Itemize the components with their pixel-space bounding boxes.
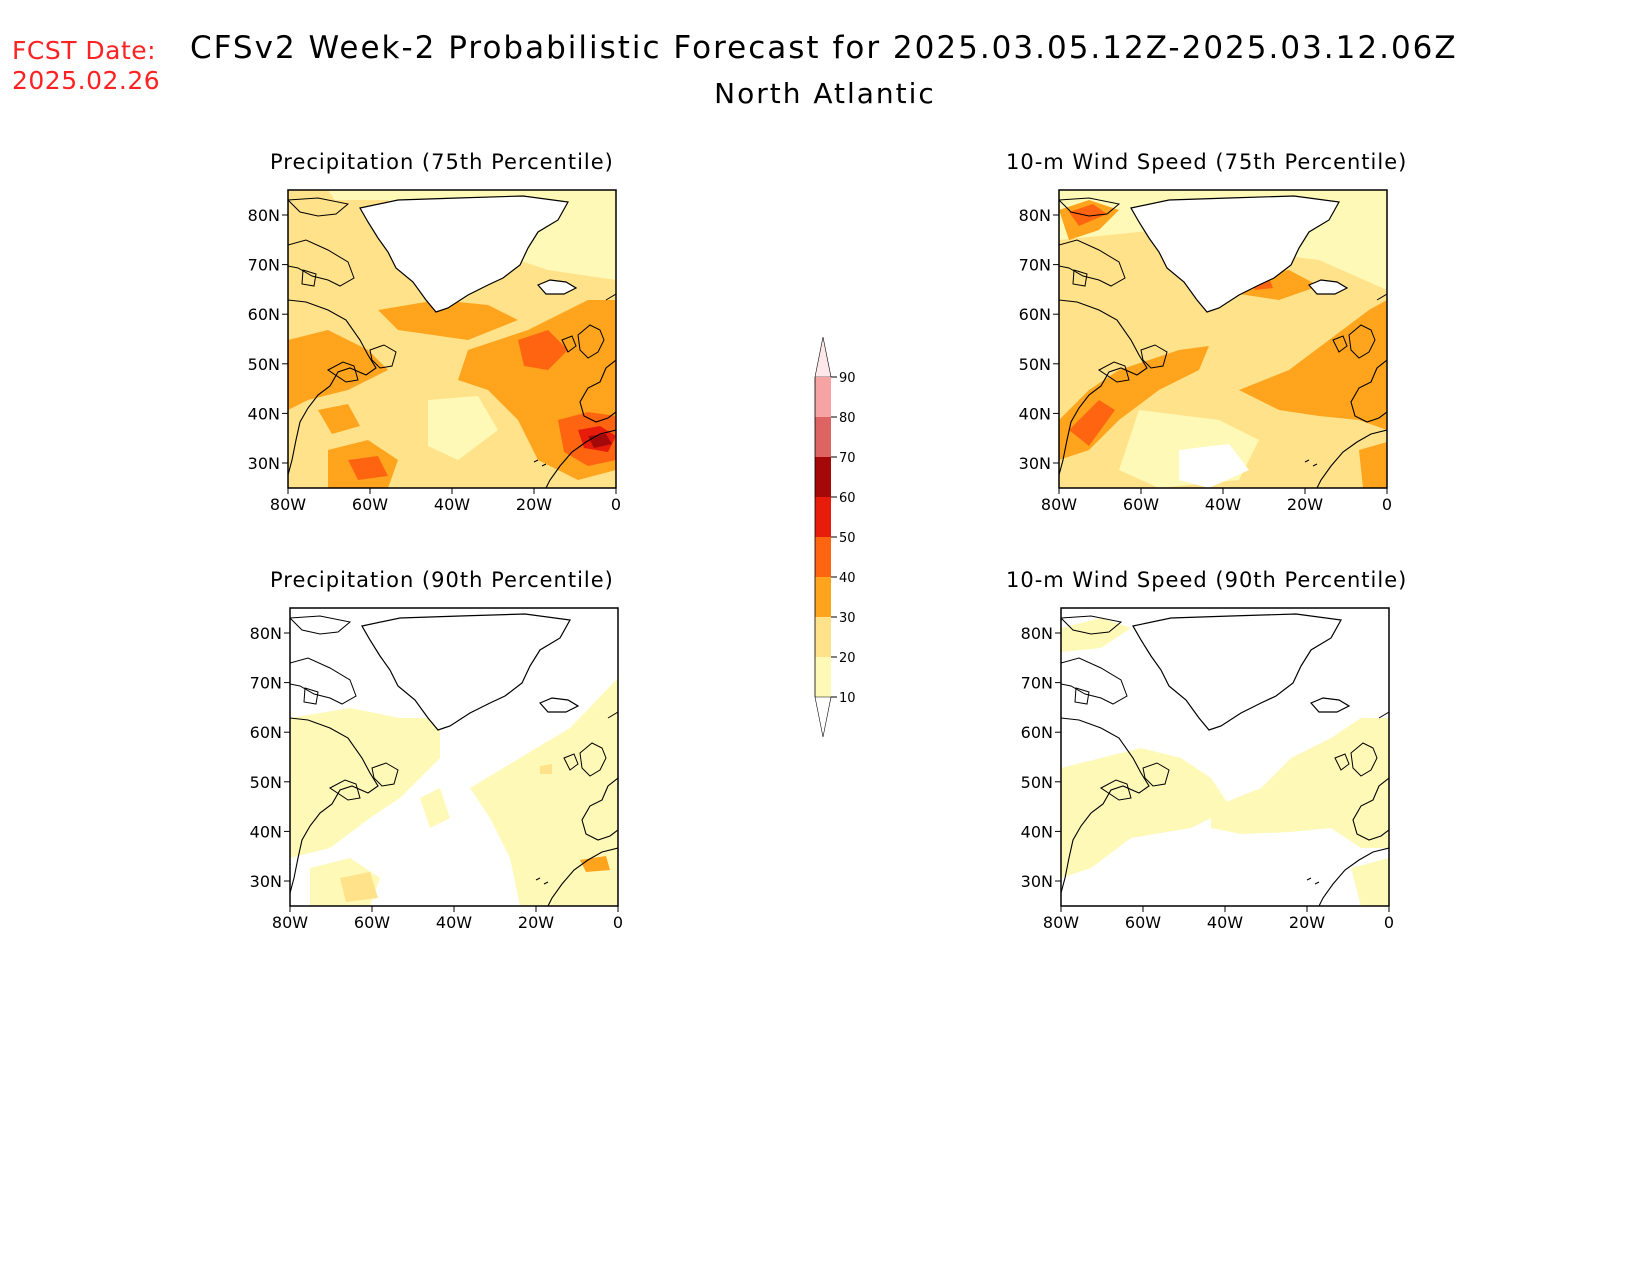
colorbar-swatch — [815, 457, 831, 497]
colorbar-label: 60 — [839, 491, 856, 506]
fcst-date-text: 2025.02.26 — [12, 66, 161, 95]
lat-label: 40N — [1019, 404, 1051, 423]
lon-label: 0 — [611, 495, 621, 514]
lon-label: 40W — [434, 495, 470, 514]
lon-label: 40W — [1207, 913, 1243, 932]
region-subtitle: North Atlantic — [714, 77, 936, 110]
colorbar-label: 10 — [839, 691, 856, 706]
colorbar-swatch — [815, 577, 831, 617]
lon-label: 80W — [270, 495, 306, 514]
lat-label: 60N — [250, 723, 282, 742]
lat-label: 40N — [1021, 822, 1053, 841]
lat-label: 70N — [248, 256, 280, 275]
lon-label: 20W — [1287, 495, 1323, 514]
lon-label: 40W — [436, 913, 472, 932]
colorbar-label: 70 — [839, 451, 856, 466]
lat-label: 30N — [250, 872, 282, 891]
lon-label: 80W — [1043, 913, 1079, 932]
lat-label: 30N — [248, 454, 280, 473]
lon-label: 20W — [516, 495, 552, 514]
map-panel-precip-75 — [287, 189, 617, 489]
lat-label: 60N — [1019, 305, 1051, 324]
panel-title-wind-90: 10-m Wind Speed (90th Percentile) — [1006, 568, 1408, 592]
lon-label: 0 — [1382, 495, 1392, 514]
lat-label: 30N — [1019, 454, 1051, 473]
lat-label: 70N — [1021, 674, 1053, 693]
lon-label: 20W — [518, 913, 554, 932]
colorbar-label: 50 — [839, 531, 856, 546]
lat-label: 60N — [1021, 723, 1053, 742]
lat-label: 80N — [1021, 624, 1053, 643]
lat-label: 50N — [1021, 773, 1053, 792]
lat-label: 50N — [248, 355, 280, 374]
page-title: CFSv2 Week-2 Probabilistic Forecast for … — [190, 30, 1458, 66]
panel-title-precip-90: Precipitation (90th Percentile) — [270, 568, 614, 592]
lon-label: 60W — [352, 495, 388, 514]
lon-label: 80W — [1041, 495, 1077, 514]
lat-label: 80N — [1019, 206, 1051, 225]
map-panel-wind-90 — [1060, 607, 1390, 907]
lat-label: 70N — [250, 674, 282, 693]
lat-label: 80N — [250, 624, 282, 643]
lat-label: 40N — [250, 822, 282, 841]
lon-label: 60W — [1125, 913, 1161, 932]
panel-title-wind-75: 10-m Wind Speed (75th Percentile) — [1006, 150, 1408, 174]
lon-label: 60W — [354, 913, 390, 932]
lon-label: 20W — [1289, 913, 1325, 932]
map-panel-precip-90 — [289, 607, 619, 907]
lon-label: 40W — [1205, 495, 1241, 514]
forecast-date-label: FCST Date: 2025.02.26 — [12, 36, 160, 96]
colorbar-swatch — [815, 377, 831, 417]
lat-label: 70N — [1019, 256, 1051, 275]
fcst-label-text: FCST Date: — [12, 36, 157, 65]
panel-title-precip-75: Precipitation (75th Percentile) — [270, 150, 614, 174]
lat-label: 60N — [248, 305, 280, 324]
colorbar-swatch — [815, 417, 831, 457]
colorbar-label: 20 — [839, 651, 856, 666]
lon-label: 0 — [1384, 913, 1394, 932]
lat-label: 80N — [248, 206, 280, 225]
lat-label: 50N — [250, 773, 282, 792]
lat-label: 30N — [1021, 872, 1053, 891]
lat-label: 50N — [1019, 355, 1051, 374]
lat-label: 40N — [248, 404, 280, 423]
colorbar: 90 80 70 60 50 40 30 20 10 — [814, 336, 856, 738]
colorbar-swatch — [815, 537, 831, 577]
colorbar-label: 40 — [839, 571, 856, 586]
colorbar-top-extension — [814, 336, 832, 378]
colorbar-swatch — [815, 617, 831, 657]
colorbar-label: 90 — [839, 371, 856, 386]
colorbar-label: 80 — [839, 411, 856, 426]
colorbar-swatch — [815, 497, 831, 537]
lon-label: 60W — [1123, 495, 1159, 514]
lon-label: 80W — [272, 913, 308, 932]
colorbar-label: 30 — [839, 611, 856, 626]
colorbar-bottom-extension — [814, 696, 832, 738]
lon-label: 0 — [613, 913, 623, 932]
colorbar-swatch — [815, 657, 831, 697]
map-panel-wind-75 — [1058, 189, 1388, 489]
